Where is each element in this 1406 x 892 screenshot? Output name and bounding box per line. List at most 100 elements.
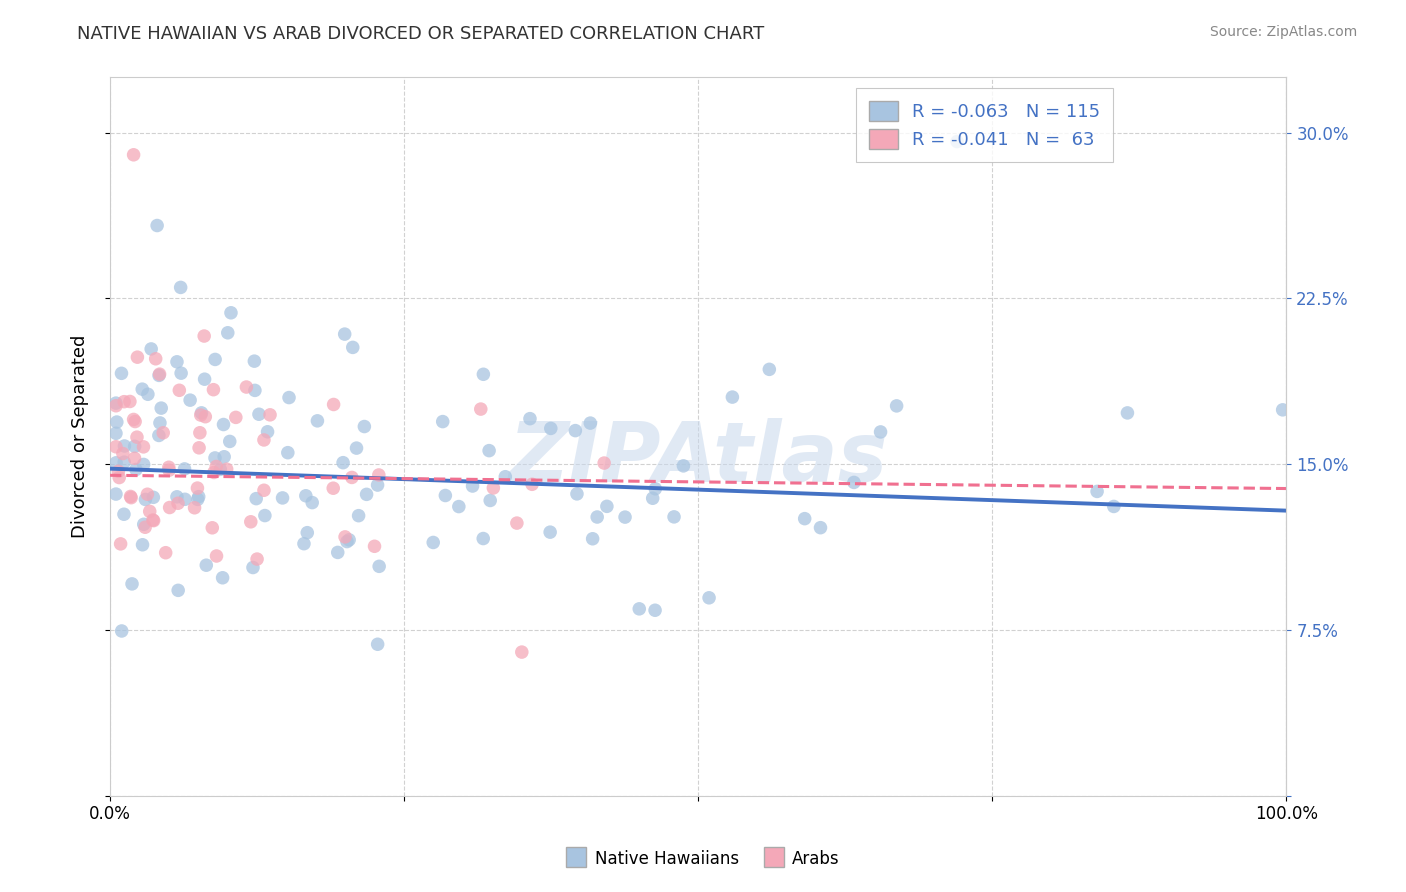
- Point: [107, 464, 129, 478]
- Point: [510, 645, 533, 659]
- Point: [245, 491, 267, 506]
- Point: [148, 428, 170, 442]
- Text: ZIPAtlas: ZIPAtlas: [509, 417, 889, 499]
- Point: [194, 409, 217, 424]
- Point: [697, 591, 720, 605]
- Point: [367, 467, 389, 482]
- Point: [121, 577, 143, 591]
- Point: [479, 493, 502, 508]
- Point: [363, 539, 385, 553]
- Point: [127, 350, 149, 364]
- Point: [278, 391, 301, 405]
- Point: [174, 492, 197, 507]
- Point: [150, 401, 173, 416]
- Point: [564, 424, 586, 438]
- Point: [644, 603, 666, 617]
- Point: [242, 560, 264, 574]
- Point: [134, 492, 156, 507]
- Point: [793, 511, 815, 525]
- Point: [946, 135, 969, 149]
- Point: [259, 408, 281, 422]
- Point: [470, 402, 492, 417]
- Point: [195, 558, 218, 573]
- Point: [204, 450, 226, 465]
- Point: [540, 421, 562, 435]
- Point: [217, 326, 239, 340]
- Point: [159, 500, 181, 515]
- Point: [1085, 484, 1108, 499]
- Point: [104, 399, 127, 413]
- Point: [112, 455, 135, 469]
- Point: [132, 440, 155, 454]
- Point: [297, 525, 319, 540]
- Point: [105, 415, 128, 429]
- Point: [124, 439, 146, 453]
- Point: [142, 513, 165, 527]
- Point: [641, 491, 664, 506]
- Point: [104, 426, 127, 441]
- Point: [253, 483, 276, 498]
- Point: [142, 514, 165, 528]
- Point: [758, 362, 780, 376]
- Point: [179, 393, 201, 408]
- Point: [538, 525, 561, 540]
- Point: [131, 382, 153, 396]
- Point: [482, 481, 505, 495]
- Point: [131, 538, 153, 552]
- Point: [211, 571, 233, 585]
- Point: [157, 460, 180, 475]
- Point: [368, 559, 391, 574]
- Point: [190, 408, 212, 422]
- Point: [869, 425, 891, 439]
- Point: [356, 487, 378, 501]
- Point: [132, 517, 155, 532]
- Point: [124, 415, 146, 429]
- Point: [167, 496, 190, 510]
- Point: [215, 462, 238, 476]
- Point: [187, 492, 209, 507]
- Point: [112, 394, 135, 409]
- Point: [333, 327, 356, 342]
- Point: [118, 394, 141, 409]
- Point: [152, 425, 174, 440]
- Point: [253, 508, 276, 523]
- Point: [596, 500, 619, 514]
- Point: [209, 462, 232, 476]
- Point: [141, 342, 163, 356]
- Point: [295, 489, 318, 503]
- Point: [277, 445, 299, 459]
- Point: [202, 383, 225, 397]
- Point: [253, 433, 276, 447]
- Point: [108, 470, 131, 484]
- Point: [461, 479, 484, 493]
- Point: [134, 520, 156, 534]
- Point: [190, 406, 212, 420]
- Point: [105, 456, 128, 470]
- Point: [120, 490, 142, 504]
- Point: [301, 495, 323, 509]
- Point: [472, 368, 495, 382]
- Point: [111, 624, 134, 638]
- Point: [173, 462, 195, 476]
- Legend: Native Hawaiians, Arabs: Native Hawaiians, Arabs: [560, 843, 846, 875]
- Point: [167, 583, 190, 598]
- Point: [148, 367, 170, 381]
- Point: [169, 384, 191, 398]
- Point: [142, 491, 165, 505]
- Point: [292, 537, 315, 551]
- Point: [155, 546, 177, 560]
- Point: [347, 508, 370, 523]
- Point: [519, 411, 541, 425]
- Point: [138, 504, 160, 518]
- Point: [194, 372, 217, 386]
- Point: [120, 491, 142, 505]
- Text: NATIVE HAWAIIAN VS ARAB DIVORCED OR SEPARATED CORRELATION CHART: NATIVE HAWAIIAN VS ARAB DIVORCED OR SEPA…: [77, 25, 765, 43]
- Point: [434, 489, 457, 503]
- Point: [122, 148, 145, 162]
- Point: [188, 425, 211, 440]
- Point: [114, 439, 136, 453]
- Point: [247, 407, 270, 421]
- Point: [239, 515, 262, 529]
- Point: [332, 456, 354, 470]
- Point: [166, 355, 188, 369]
